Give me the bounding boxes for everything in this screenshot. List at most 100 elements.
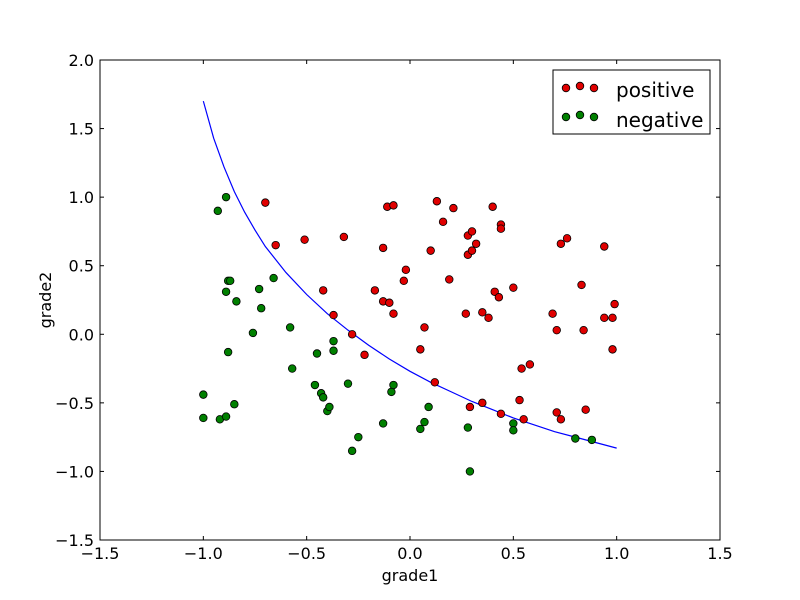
data-point-negative — [509, 426, 518, 435]
y-tick-label: −1.0 — [55, 462, 94, 481]
data-point-positive — [494, 293, 504, 302]
data-point-positive — [577, 280, 586, 290]
data-point-positive — [389, 201, 398, 210]
y-tick-label: 0.0 — [69, 325, 94, 344]
data-point-positive — [517, 364, 526, 373]
data-point-positive — [471, 239, 481, 248]
x-tick-label: 1.0 — [604, 544, 629, 563]
data-point-negative — [310, 380, 320, 390]
data-point-negative — [416, 424, 425, 434]
x-tick-label: 0.5 — [501, 544, 526, 563]
data-point-negative — [319, 393, 328, 402]
data-point-negative — [354, 432, 363, 442]
data-point-negative — [221, 287, 231, 296]
data-point-negative — [420, 417, 429, 427]
data-point-positive — [385, 298, 394, 307]
data-point-negative — [312, 349, 322, 358]
data-point-positive — [360, 350, 369, 360]
data-point-positive — [271, 240, 280, 250]
legend-marker-positive — [589, 83, 599, 93]
data-point-positive — [378, 243, 388, 253]
y-tick-label: 2.0 — [69, 51, 94, 70]
data-point-positive — [432, 197, 442, 206]
data-point-positive — [465, 402, 475, 412]
y-tick-label: 0.5 — [69, 257, 94, 276]
data-point-positive — [608, 313, 617, 323]
data-point-positive — [389, 309, 398, 318]
data-point-positive — [478, 398, 487, 408]
y-tick-label: −0.5 — [55, 394, 94, 413]
data-point-negative — [329, 346, 338, 355]
data-point-positive — [370, 286, 380, 295]
data-point-positive — [509, 283, 518, 292]
decision-boundary-layer — [202, 100, 617, 449]
x-tick-label: 0.0 — [397, 544, 422, 563]
data-point-positive — [401, 265, 411, 275]
data-point-negative — [347, 446, 357, 456]
data-point-positive — [552, 408, 561, 417]
legend-marker-negative — [575, 110, 585, 120]
data-point-negative — [285, 323, 295, 332]
data-point-negative — [288, 364, 297, 373]
y-tick-label: 1.0 — [69, 188, 94, 207]
data-point-negative — [257, 304, 266, 313]
data-point-positive — [562, 234, 572, 243]
data-point-positive — [449, 203, 458, 213]
data-point-positive — [438, 217, 448, 227]
data-point-positive — [399, 276, 408, 285]
data-point-positive — [600, 313, 609, 323]
legend-marker-positive — [561, 83, 571, 93]
data-point-positive — [261, 198, 270, 207]
data-point-positive — [416, 345, 425, 354]
data-point-positive — [548, 309, 557, 318]
data-point-positive — [496, 409, 506, 419]
legend-label-positive: positive — [616, 78, 694, 102]
axis-ticks-layer: −1.5 −1.0 −0.5 0.0 0.5 1.0 1.5 −1.5 −1.0 −0.5 0.0 0… — [55, 51, 733, 563]
data-point-positive — [608, 345, 617, 354]
x-tick-label: −0.5 — [287, 544, 326, 563]
data-point-positive — [525, 360, 535, 369]
data-point-positive — [329, 310, 338, 320]
data-point-negative — [571, 434, 580, 443]
legend-marker-negative — [589, 112, 599, 122]
data-point-negative — [465, 467, 475, 476]
data-point-positive — [420, 323, 429, 332]
data-point-positive — [347, 330, 357, 339]
y-axis-label: grade2 — [36, 272, 55, 329]
data-point-positive — [600, 242, 609, 251]
data-point-positive — [556, 239, 566, 248]
data-point-negative — [378, 419, 388, 428]
data-point-negative — [269, 273, 278, 283]
data-point-positive — [339, 232, 349, 242]
data-point-negative — [199, 390, 208, 399]
data-point-negative — [329, 336, 338, 346]
data-point-positive — [490, 287, 499, 296]
data-point-negative — [221, 192, 231, 202]
data-point-positive — [515, 395, 524, 405]
data-point-positive — [552, 325, 561, 335]
legend-marker-positive — [575, 81, 585, 91]
data-point-positive — [467, 227, 477, 236]
legend-frame — [552, 69, 711, 135]
data-point-negative — [223, 347, 233, 357]
y-tick-label: 1.5 — [69, 120, 94, 139]
data-point-negative — [325, 402, 334, 412]
data-point-negative — [230, 400, 239, 409]
data-point-positive — [610, 299, 619, 309]
data-point-positive — [579, 325, 588, 335]
data-point-positive — [519, 415, 528, 424]
data-point-negative — [343, 379, 353, 388]
data-point-positive — [484, 313, 493, 323]
data-point-positive — [556, 415, 566, 424]
data-point-positive — [496, 224, 506, 233]
data-point-positive — [445, 275, 454, 284]
data-point-negative — [389, 380, 398, 390]
data-point-negative — [225, 276, 235, 285]
data-point-positive — [581, 405, 590, 414]
data-point-positive — [300, 235, 309, 244]
data-point-negative — [509, 419, 518, 428]
data-point-negative — [248, 328, 258, 338]
data-point-negative — [587, 435, 597, 445]
data-point-positive — [426, 246, 435, 255]
decision-boundary-line — [202, 100, 617, 449]
